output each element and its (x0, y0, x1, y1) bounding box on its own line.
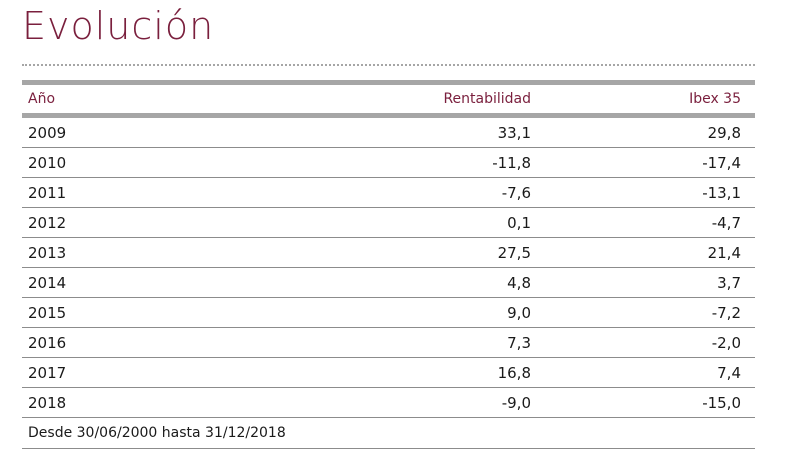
table-row: 2011 -7,6 -13,1 (22, 178, 755, 208)
cell-rentabilidad: 9,0 (507, 303, 531, 322)
table-row: 2012 0,1 -4,7 (22, 208, 755, 238)
cell-rentabilidad: -11,8 (492, 153, 531, 172)
cell-rentabilidad: 4,8 (507, 273, 531, 292)
table-row: 2009 33,1 29,8 (22, 118, 755, 148)
cell-year: 2015 (28, 303, 67, 322)
page-title: Evolución (22, 4, 215, 48)
cell-ibex: 29,8 (707, 123, 741, 142)
cell-rentabilidad: 33,1 (497, 123, 531, 142)
cell-year: 2011 (28, 183, 67, 202)
cell-rentabilidad: -9,0 (501, 393, 531, 412)
table-row: 2016 7,3 -2,0 (22, 328, 755, 358)
table-top-rule (22, 80, 755, 85)
cell-ibex: 21,4 (707, 243, 741, 262)
cell-year: 2017 (28, 363, 67, 382)
dotted-divider (22, 64, 755, 66)
header-year: Año (28, 91, 56, 107)
header-ibex: Ibex 35 (689, 91, 741, 107)
performance-table: Año Rentabilidad Ibex 35 2009 33,1 29,8 … (22, 80, 755, 449)
cell-ibex: -15,0 (702, 393, 741, 412)
table-header: Año Rentabilidad Ibex 35 (22, 85, 755, 118)
cell-year: 2009 (28, 123, 67, 142)
cell-rentabilidad: 7,3 (507, 333, 531, 352)
table-footnote: Desde 30/06/2000 hasta 31/12/2018 (22, 418, 755, 449)
table-row: 2013 27,5 21,4 (22, 238, 755, 268)
cell-ibex: -17,4 (702, 153, 741, 172)
table-row: 2015 9,0 -7,2 (22, 298, 755, 328)
cell-rentabilidad: 0,1 (507, 213, 531, 232)
cell-ibex: -4,7 (711, 213, 741, 232)
cell-rentabilidad: 27,5 (497, 243, 531, 262)
cell-year: 2012 (28, 213, 67, 232)
header-rentabilidad: Rentabilidad (443, 91, 531, 107)
table-row: 2010 -11,8 -17,4 (22, 148, 755, 178)
cell-ibex: 7,4 (717, 363, 741, 382)
table-row: 2017 16,8 7,4 (22, 358, 755, 388)
cell-ibex: 3,7 (717, 273, 741, 292)
table-row: 2018 -9,0 -15,0 (22, 388, 755, 418)
cell-year: 2014 (28, 273, 67, 292)
cell-rentabilidad: 16,8 (497, 363, 531, 382)
table-row: 2014 4,8 3,7 (22, 268, 755, 298)
cell-year: 2013 (28, 243, 67, 262)
cell-year: 2016 (28, 333, 67, 352)
cell-rentabilidad: -7,6 (501, 183, 531, 202)
cell-year: 2018 (28, 393, 67, 412)
cell-ibex: -7,2 (711, 303, 741, 322)
cell-ibex: -13,1 (702, 183, 741, 202)
cell-year: 2010 (28, 153, 67, 172)
cell-ibex: -2,0 (711, 333, 741, 352)
